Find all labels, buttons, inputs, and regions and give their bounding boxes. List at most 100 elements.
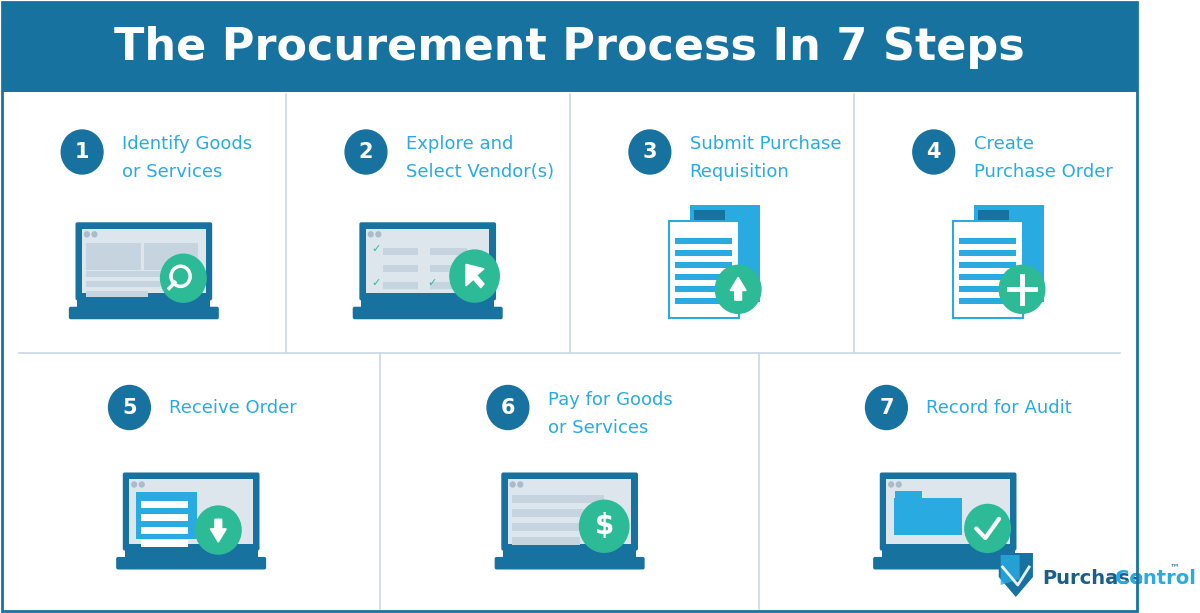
FancyBboxPatch shape [959, 250, 1016, 256]
FancyBboxPatch shape [511, 538, 580, 546]
Text: or Services: or Services [122, 163, 222, 181]
FancyBboxPatch shape [68, 306, 218, 319]
FancyBboxPatch shape [880, 473, 1016, 550]
FancyBboxPatch shape [511, 509, 605, 517]
FancyBboxPatch shape [140, 541, 187, 547]
Text: 7: 7 [880, 397, 894, 417]
Text: Submit Purchase: Submit Purchase [690, 135, 841, 153]
Circle shape [1000, 265, 1045, 313]
FancyBboxPatch shape [874, 557, 1024, 569]
FancyBboxPatch shape [959, 274, 1016, 280]
FancyBboxPatch shape [122, 473, 259, 550]
FancyBboxPatch shape [383, 265, 418, 272]
FancyBboxPatch shape [77, 297, 210, 310]
Circle shape [376, 232, 380, 237]
FancyBboxPatch shape [383, 282, 418, 289]
Text: 6: 6 [500, 397, 515, 417]
FancyBboxPatch shape [359, 223, 496, 300]
Circle shape [629, 130, 671, 174]
Circle shape [913, 130, 955, 174]
Circle shape [108, 386, 150, 430]
FancyBboxPatch shape [676, 286, 732, 292]
FancyBboxPatch shape [959, 286, 1016, 292]
FancyBboxPatch shape [86, 281, 160, 287]
Text: Purchase: Purchase [1043, 569, 1144, 588]
FancyBboxPatch shape [116, 557, 266, 569]
Circle shape [196, 506, 241, 554]
Text: ✓: ✓ [427, 278, 437, 288]
FancyBboxPatch shape [887, 489, 1010, 544]
FancyBboxPatch shape [690, 205, 760, 302]
Text: Pay for Goods: Pay for Goods [548, 390, 672, 408]
Text: ✓: ✓ [372, 244, 382, 254]
Text: Identify Goods: Identify Goods [122, 135, 252, 153]
Text: 2: 2 [359, 142, 373, 162]
Circle shape [368, 232, 373, 237]
FancyBboxPatch shape [430, 248, 467, 255]
FancyBboxPatch shape [430, 282, 467, 289]
Circle shape [92, 232, 97, 237]
FancyBboxPatch shape [973, 205, 1044, 302]
Circle shape [580, 500, 629, 552]
FancyBboxPatch shape [676, 238, 732, 244]
FancyBboxPatch shape [2, 2, 1138, 92]
Text: The Procurement Process In 7 Steps: The Procurement Process In 7 Steps [114, 26, 1025, 69]
FancyBboxPatch shape [76, 223, 212, 300]
Text: 3: 3 [643, 142, 658, 162]
FancyBboxPatch shape [953, 221, 1022, 318]
FancyBboxPatch shape [136, 492, 197, 539]
Text: Requisition: Requisition [690, 163, 790, 181]
Polygon shape [210, 519, 227, 542]
FancyBboxPatch shape [130, 489, 253, 544]
FancyBboxPatch shape [503, 547, 636, 560]
FancyBboxPatch shape [86, 243, 142, 270]
Text: 1: 1 [74, 142, 89, 162]
Circle shape [889, 482, 894, 487]
FancyBboxPatch shape [383, 248, 418, 255]
Circle shape [965, 504, 1010, 552]
Text: Select Vendor(s): Select Vendor(s) [406, 163, 554, 181]
FancyBboxPatch shape [895, 491, 922, 503]
Circle shape [715, 265, 761, 313]
FancyBboxPatch shape [502, 473, 638, 550]
FancyBboxPatch shape [959, 262, 1016, 268]
FancyBboxPatch shape [86, 291, 148, 297]
Circle shape [132, 482, 137, 487]
Polygon shape [730, 277, 746, 300]
Text: 5: 5 [122, 397, 137, 417]
FancyBboxPatch shape [959, 238, 1016, 244]
Circle shape [896, 482, 901, 487]
FancyBboxPatch shape [668, 221, 739, 318]
FancyBboxPatch shape [511, 524, 580, 531]
FancyBboxPatch shape [140, 514, 187, 522]
FancyBboxPatch shape [353, 306, 503, 319]
Circle shape [518, 482, 523, 487]
Text: $: $ [594, 512, 614, 540]
Circle shape [487, 386, 529, 430]
FancyBboxPatch shape [144, 243, 198, 270]
Text: ✓: ✓ [372, 278, 382, 288]
FancyBboxPatch shape [882, 547, 1014, 560]
FancyBboxPatch shape [82, 229, 205, 239]
FancyBboxPatch shape [494, 557, 644, 569]
FancyBboxPatch shape [366, 239, 490, 294]
FancyBboxPatch shape [140, 527, 187, 535]
FancyBboxPatch shape [978, 210, 1009, 220]
Circle shape [346, 130, 386, 174]
FancyBboxPatch shape [695, 210, 725, 220]
Text: or Services: or Services [548, 419, 648, 436]
Polygon shape [1001, 555, 1020, 585]
FancyBboxPatch shape [511, 495, 605, 503]
Circle shape [84, 232, 89, 237]
FancyBboxPatch shape [130, 479, 253, 489]
Text: Receive Order: Receive Order [169, 398, 298, 416]
Text: ™: ™ [1170, 562, 1180, 572]
FancyBboxPatch shape [82, 239, 205, 294]
Text: Purchase Order: Purchase Order [973, 163, 1112, 181]
FancyBboxPatch shape [676, 298, 732, 304]
Circle shape [139, 482, 144, 487]
FancyBboxPatch shape [676, 262, 732, 268]
FancyBboxPatch shape [125, 547, 258, 560]
FancyBboxPatch shape [959, 298, 1016, 304]
Text: Record for Audit: Record for Audit [926, 398, 1072, 416]
